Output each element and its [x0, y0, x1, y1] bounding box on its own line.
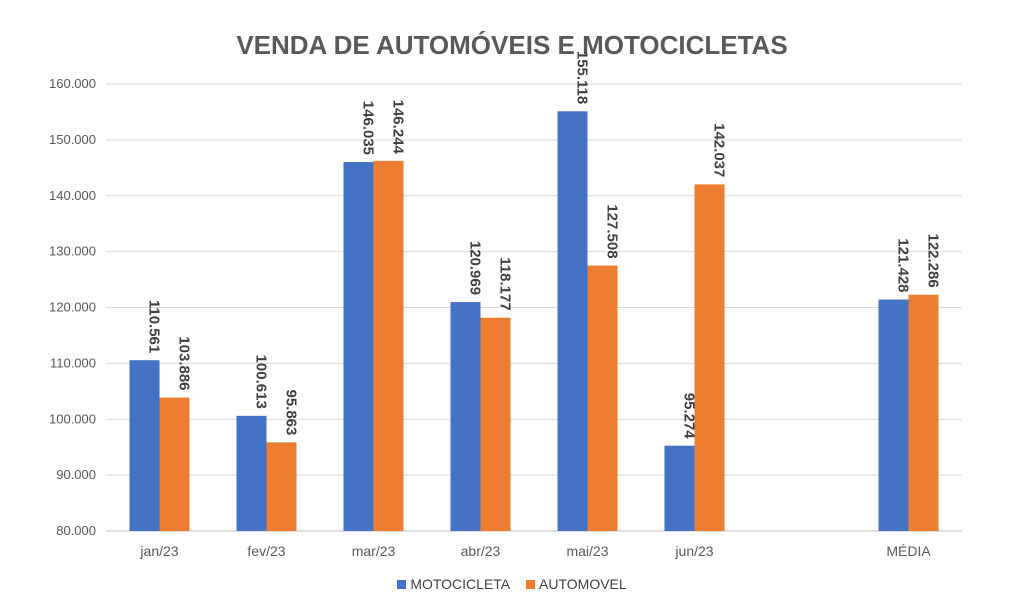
legend-item-motocicleta: MOTOCICLETA [397, 576, 510, 592]
data-label: 142.037 [711, 123, 728, 177]
y-tick-label: 80.000 [56, 523, 96, 538]
bar-motocicleta [236, 415, 267, 531]
bar-motocicleta [343, 162, 374, 532]
bar-automovel [480, 317, 511, 531]
y-tick-label: 150.000 [49, 132, 96, 147]
x-tick-label: fev/23 [247, 543, 285, 559]
y-tick-label: 100.000 [49, 411, 96, 426]
legend-swatch-motocicleta [397, 580, 407, 589]
legend-label-automovel: AUTOMOVEL [539, 576, 627, 592]
x-tick-label: abr/23 [461, 543, 501, 559]
data-label: 121.428 [895, 238, 912, 292]
bar-automovel [159, 397, 190, 531]
bar-automovel [373, 160, 404, 532]
bar-motocicleta [878, 299, 909, 531]
data-label: 95.863 [283, 389, 300, 435]
bar-motocicleta [129, 360, 160, 531]
y-tick-label: 120.000 [49, 300, 96, 315]
data-label: 155.118 [574, 51, 591, 104]
legend-item-automovel: AUTOMOVEL [526, 576, 627, 592]
data-label: 122.286 [925, 233, 942, 287]
data-label: 120.969 [467, 241, 484, 295]
data-label: 110.561 [146, 300, 163, 353]
data-label: 118.177 [497, 257, 514, 310]
x-tick-label: MÉDIA [886, 543, 931, 559]
bar-motocicleta [557, 111, 588, 532]
data-label: 100.613 [253, 355, 270, 409]
bar-automovel [266, 442, 297, 531]
data-label: 146.035 [360, 101, 377, 155]
y-tick-label: 130.000 [49, 244, 96, 259]
chart-title: VENDA DE AUTOMÓVEIS E MOTOCICLETAS [236, 30, 788, 60]
data-label: 146.244 [390, 100, 407, 155]
chart-legend: MOTOCICLETA AUTOMOVEL [0, 576, 1024, 592]
bar-automovel [694, 184, 725, 531]
x-tick-label: jun/23 [674, 543, 713, 559]
y-tick-label: 90.000 [56, 467, 96, 482]
x-tick-label: jan/23 [139, 543, 178, 559]
legend-label-motocicleta: MOTOCICLETA [410, 576, 511, 592]
data-label: 127.508 [604, 204, 621, 258]
x-tick-label: mai/23 [566, 543, 608, 559]
data-label: 95.274 [681, 393, 698, 440]
bar-motocicleta [450, 302, 481, 531]
x-tick-label: mar/23 [352, 543, 396, 559]
y-tick-label: 110.000 [50, 355, 96, 370]
data-label: 103.886 [176, 336, 193, 390]
bar-automovel [587, 265, 618, 531]
bar-automovel [908, 294, 939, 531]
y-tick-label: 160.000 [49, 76, 96, 91]
y-tick-label: 140.000 [49, 188, 96, 203]
legend-swatch-automovel [526, 580, 536, 589]
bar-motocicleta [664, 445, 695, 531]
